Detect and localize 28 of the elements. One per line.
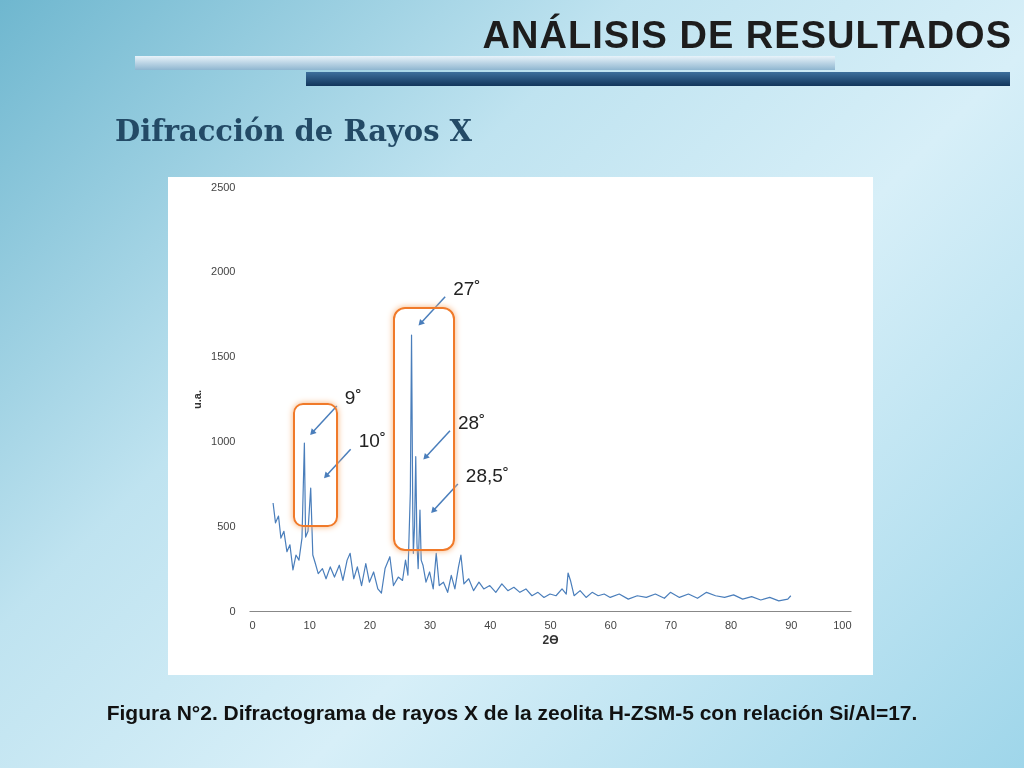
x-tick-label: 50 bbox=[544, 618, 557, 631]
x-tick-label: 20 bbox=[363, 618, 377, 631]
x-tick-label: 30 bbox=[423, 618, 437, 631]
x-tick-label: 0 bbox=[249, 618, 256, 631]
y-tick-label: 1500 bbox=[211, 350, 236, 363]
annotation: 28˚ bbox=[457, 411, 486, 433]
text: Figura N°2. Difractograma de rayos X de la zeolita H-ZSM-5 con relación Si/Al=17. bbox=[105, 700, 919, 726]
annotation: 9˚ bbox=[344, 387, 362, 409]
y-axis-title: u.a. bbox=[191, 390, 204, 409]
x-tick-label: 90 bbox=[785, 618, 798, 631]
annotation: 10˚ bbox=[358, 430, 387, 452]
y-tick-label: 1000 bbox=[211, 434, 236, 447]
y-tick-label: 2500 bbox=[211, 180, 236, 193]
annotation: 28,5˚ bbox=[465, 465, 510, 487]
x-tick-label: 60 bbox=[604, 618, 617, 631]
annotation: 27˚ bbox=[453, 277, 481, 299]
x-tick-label: 100 bbox=[833, 618, 852, 631]
x-tick-label: 70 bbox=[664, 618, 678, 631]
line-series bbox=[272, 334, 792, 602]
x-axis-title: 2ϴ bbox=[542, 632, 559, 647]
x-tick-label: 10 bbox=[303, 618, 316, 631]
chart-title: ANÁLISIS DE RESULTADOS bbox=[482, 14, 1012, 57]
y-tick-label: 2000 bbox=[211, 265, 236, 278]
y-tick-label: 500 bbox=[217, 519, 236, 532]
y-tick-label: 0 bbox=[229, 604, 236, 617]
x-tick-label: 40 bbox=[484, 618, 497, 631]
x-tick-label: 80 bbox=[724, 618, 738, 631]
chart-subtitle: Difracción de Rayos X bbox=[115, 114, 473, 148]
